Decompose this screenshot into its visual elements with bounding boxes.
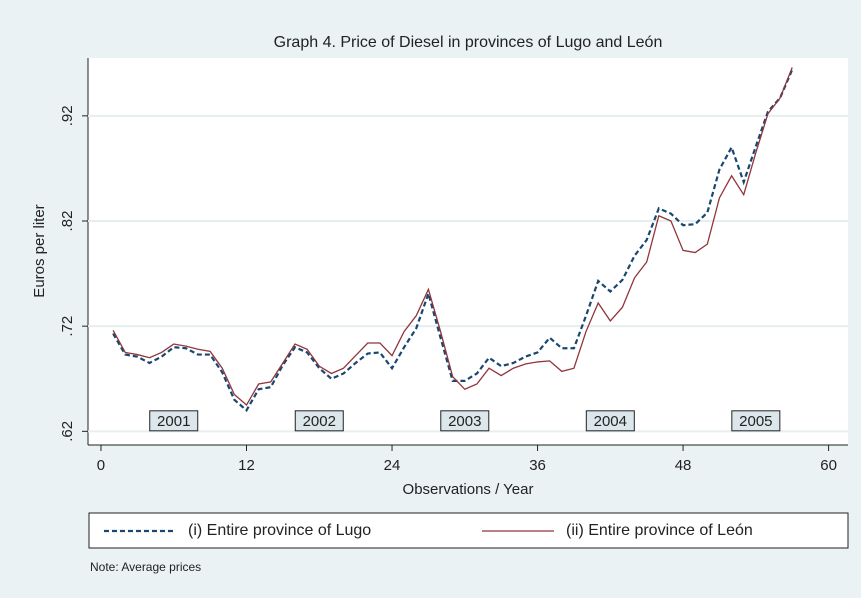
legend-label: (i) Entire province of Lugo (188, 522, 371, 539)
x-tick-label: 24 (384, 457, 401, 474)
series-line (112, 69, 794, 413)
plot-area (88, 58, 848, 445)
year-box (585, 410, 635, 432)
y-tick-label: .62 (59, 421, 76, 442)
y-axis-label: Euros per liter (31, 204, 48, 297)
year-box (440, 410, 490, 432)
x-tick-label: 48 (675, 457, 692, 474)
annotation: 2005 (739, 413, 772, 430)
x-tick-label: 12 (238, 457, 255, 474)
x-tick-label: 0 (97, 457, 105, 474)
year-box (149, 410, 199, 432)
annotation: 2002 (303, 413, 336, 430)
y-tick-label: .82 (59, 211, 76, 232)
legend-label: (ii) Entire province of León (566, 522, 753, 539)
year-box (294, 410, 344, 432)
year-box (731, 410, 781, 432)
legend (88, 512, 849, 549)
y-tick-label: .92 (59, 105, 76, 126)
x-tick-label: 36 (529, 457, 546, 474)
series-line (112, 67, 793, 407)
annotation: 2003 (448, 413, 481, 430)
x-tick-label: 60 (820, 457, 837, 474)
chart-title: Graph 4. Price of Diesel in provinces of… (274, 34, 663, 51)
annotation: 2004 (594, 413, 627, 430)
note: Note: Average prices (90, 560, 201, 574)
y-tick-label: .72 (59, 316, 76, 337)
x-axis-label: Observations / Year (403, 481, 534, 498)
annotation: 2001 (157, 413, 190, 430)
